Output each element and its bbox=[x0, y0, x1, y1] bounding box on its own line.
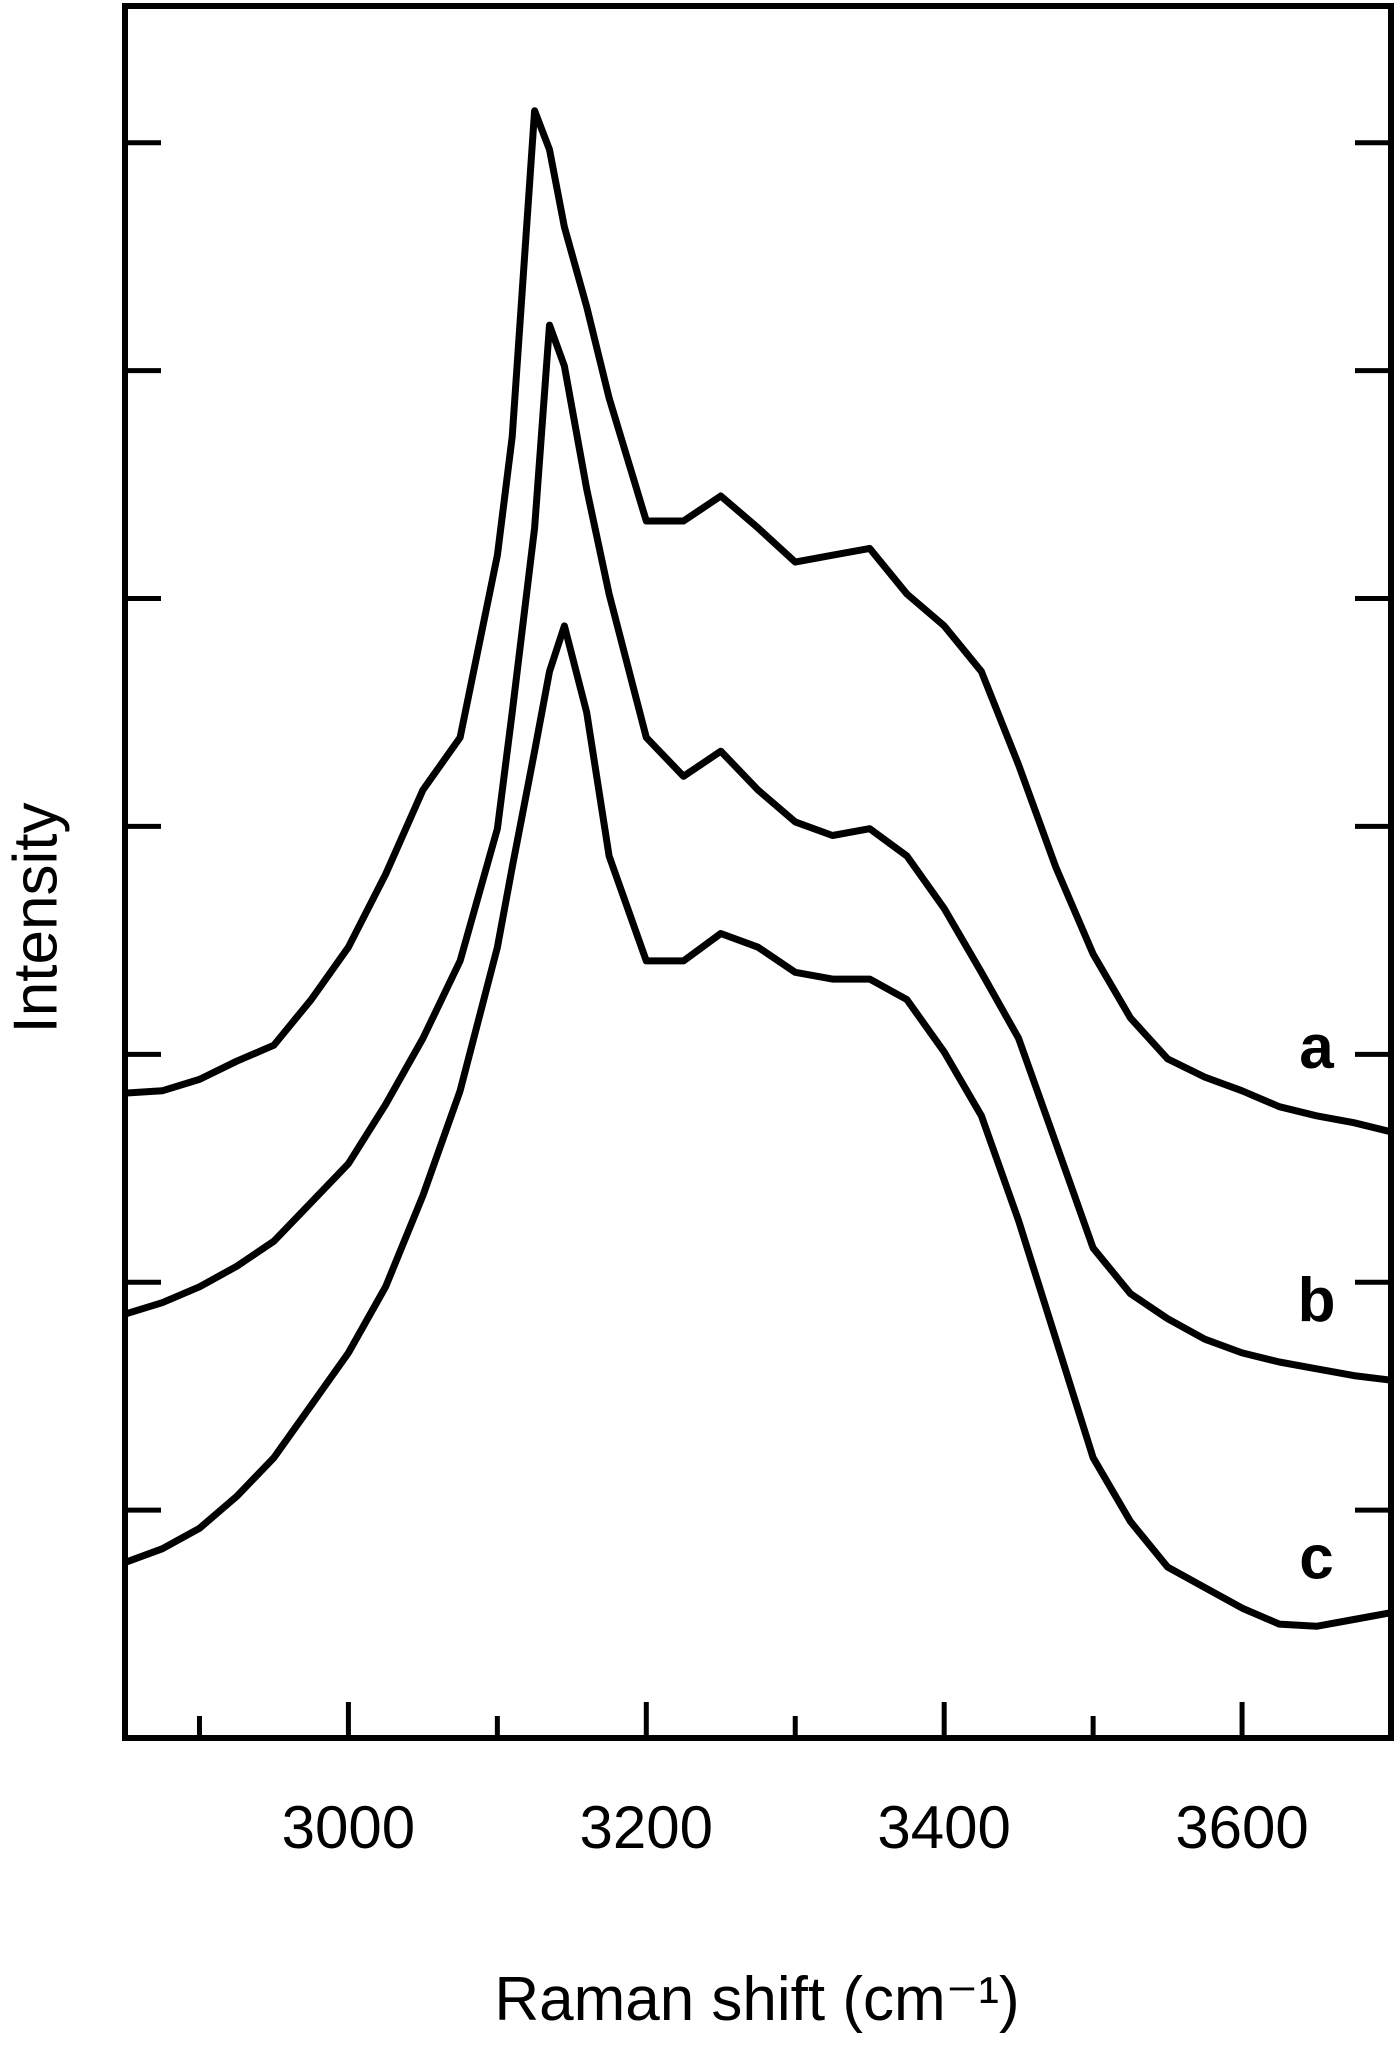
series-label: a bbox=[1299, 1013, 1334, 1082]
plot-frame bbox=[122, 3, 1394, 1741]
series-line bbox=[124, 107, 1392, 1136]
series-line bbox=[123, 321, 1392, 1384]
x-tick-label: 3600 bbox=[1175, 1794, 1308, 1861]
x-tick-label: 3000 bbox=[282, 1794, 415, 1861]
series-label: c bbox=[1299, 1523, 1333, 1592]
x-tick-label: 3400 bbox=[877, 1794, 1010, 1861]
series-line bbox=[123, 622, 1392, 1630]
y-axis-label: Intensity bbox=[1, 803, 70, 1034]
x-axis-label: Raman shift (cm⁻¹) bbox=[494, 1965, 1019, 2034]
series-label: b bbox=[1298, 1266, 1336, 1335]
x-tick-label: 3200 bbox=[580, 1794, 713, 1861]
